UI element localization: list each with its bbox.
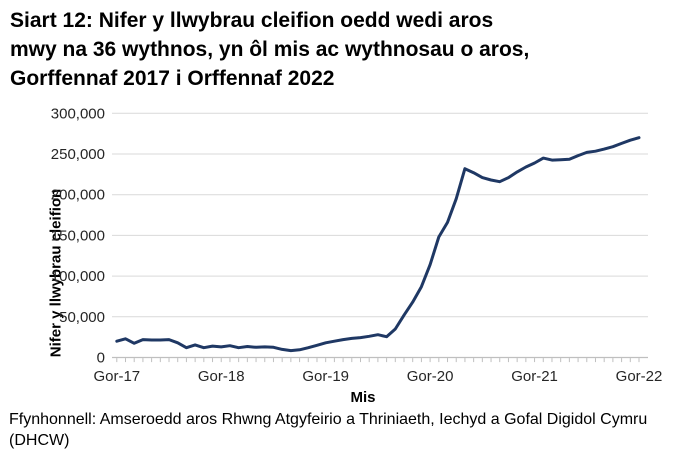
y-tick-label: 150,000 xyxy=(51,227,105,244)
source-note: Ffynhonnell: Amseroedd aros Rhwng Atgyfe… xyxy=(9,409,647,451)
source-note-line: (DHCW) xyxy=(9,432,70,449)
x-tick-label: Gor-19 xyxy=(302,368,349,385)
chart-title-line: Gorffennaf 2017 i Orffennaf 2022 xyxy=(10,67,335,90)
y-tick-label: 0 xyxy=(97,350,105,367)
chart-title: Siart 12: Nifer y llwybrau cleifion oedd… xyxy=(10,6,529,93)
x-tick-label: Gor-22 xyxy=(616,368,663,385)
y-tick-label: 300,000 xyxy=(51,105,105,122)
y-tick-label: 50,000 xyxy=(59,309,105,326)
chart-title-line: mwy na 36 wythnos, yn ôl mis ac wythnosa… xyxy=(10,38,530,61)
y-tick-label: 100,000 xyxy=(51,268,105,285)
x-tick-label: Gor-21 xyxy=(511,368,558,385)
y-tick-label: 250,000 xyxy=(51,146,105,163)
y-tick-label: 200,000 xyxy=(51,187,105,204)
data-series-line xyxy=(115,136,641,353)
x-axis-title: Mis xyxy=(350,389,376,406)
source-note-line: Ffynhonnell: Amseroedd aros Rhwng Atgyfe… xyxy=(9,411,648,428)
x-tick-label: Gor-18 xyxy=(198,368,245,385)
x-tick-label: Gor-17 xyxy=(93,368,140,385)
x-tick-label: Gor-20 xyxy=(407,368,454,385)
chart-title-line: Siart 12: Nifer y llwybrau cleifion oedd… xyxy=(10,9,494,32)
